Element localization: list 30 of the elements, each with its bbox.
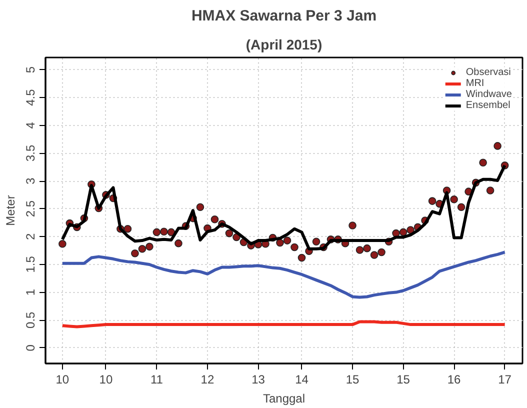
- x-tick-label: 14: [295, 372, 309, 386]
- y-axis-title: Meter: [4, 195, 18, 226]
- x-tick-label: 10: [56, 372, 70, 386]
- y-tick-label: 0: [24, 344, 38, 352]
- y-tick-label: 3: [24, 177, 38, 184]
- y-tick-label: 4.5: [24, 88, 38, 106]
- chart-title: HMAX Sawarna Per 3 Jam: [191, 8, 377, 24]
- x-tick-label: 15: [346, 372, 360, 386]
- chart-subtitle: (April 2015): [246, 36, 322, 52]
- x-tick-label: 16: [447, 372, 462, 386]
- line-series: [60, 250, 506, 299]
- x-tick-label: 13: [252, 372, 266, 386]
- y-tick-label: 1.5: [24, 256, 38, 273]
- y-tick-label: 0.5: [24, 311, 38, 328]
- y-tick-label: 5: [24, 66, 38, 74]
- x-tick-label: 17: [498, 372, 512, 386]
- legend-label: Ensembel: [466, 100, 510, 111]
- legend-label: Observasi: [466, 67, 511, 78]
- x-tick-label: 11: [150, 372, 164, 386]
- x-axis-title: Tanggal: [262, 392, 306, 406]
- y-tick-label: 1: [24, 288, 38, 296]
- y-tick-label: 2.5: [24, 200, 38, 218]
- legend-label: MRI: [466, 78, 486, 89]
- x-tick-label: 12: [200, 372, 214, 386]
- y-tick-label: 3.5: [24, 144, 38, 162]
- y-tick-label: 4: [24, 122, 38, 129]
- x-tick-label: 10: [99, 372, 113, 386]
- legend-label: Windwave: [466, 89, 512, 100]
- y-tick-label: 2: [24, 232, 38, 240]
- x-tick-label: 15: [396, 372, 410, 386]
